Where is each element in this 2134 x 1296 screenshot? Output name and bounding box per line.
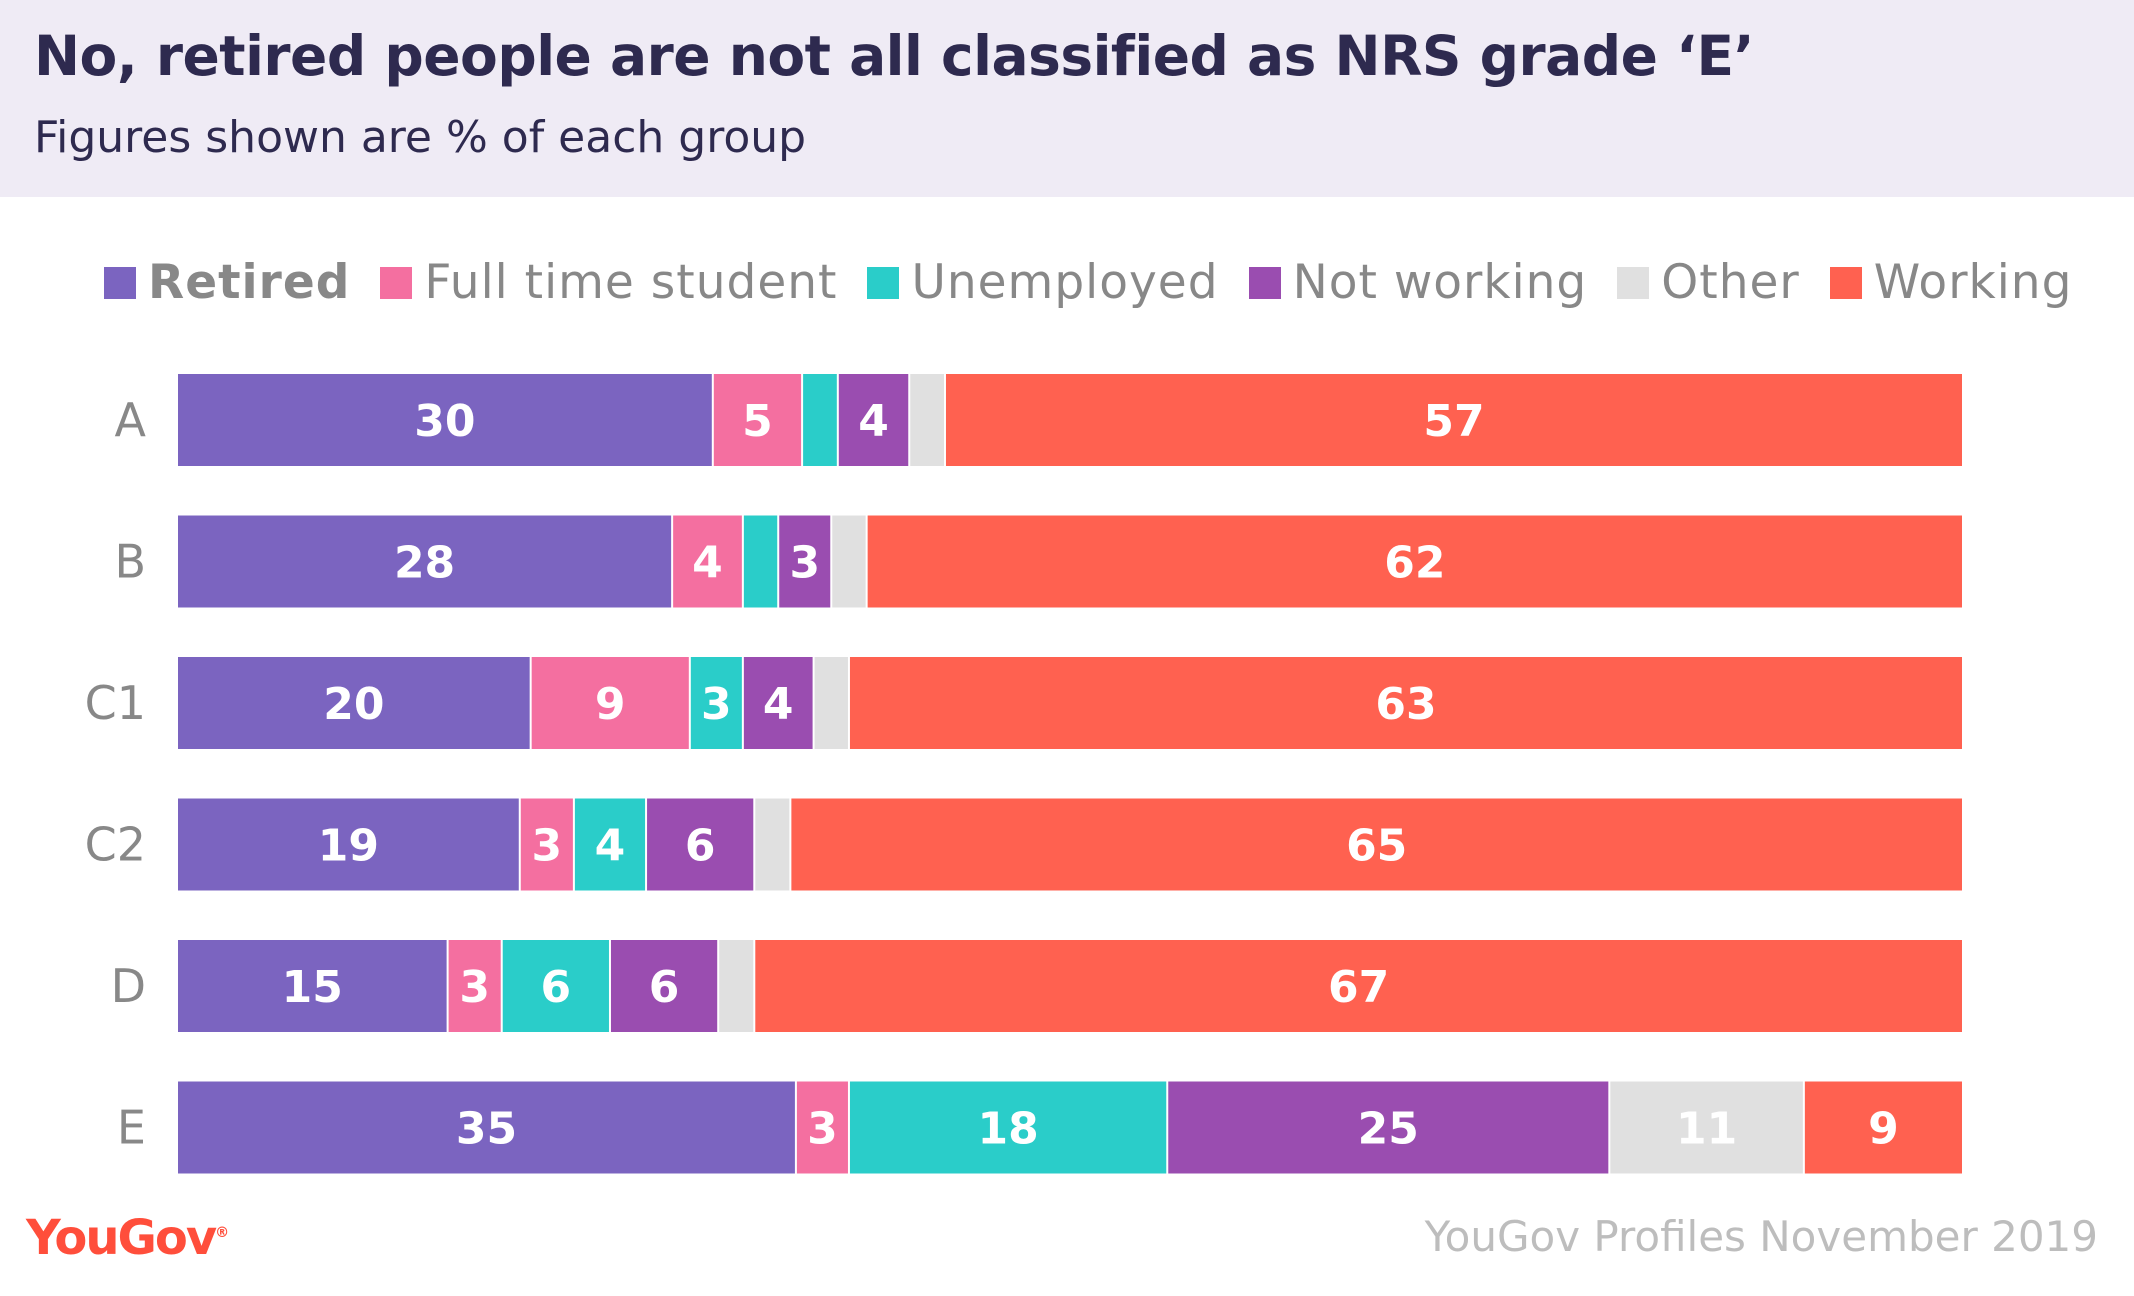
data-label: 9 — [595, 679, 626, 730]
bar-segment — [178, 798, 519, 891]
bar-segment — [178, 1081, 795, 1174]
bar-segment — [1804, 1081, 1962, 1174]
legend-label: Retired — [148, 255, 351, 310]
legend-swatch — [380, 266, 413, 299]
bar-segment — [178, 374, 712, 466]
category-label: C2 — [85, 818, 146, 872]
legend-label: Full time student — [424, 255, 838, 310]
logo-text: YouGov — [26, 1210, 217, 1266]
bar-segment — [814, 657, 848, 749]
data-label: 63 — [1375, 679, 1436, 730]
data-label: 28 — [394, 538, 455, 589]
legend-item: Full time student — [380, 255, 837, 310]
legend-swatch — [104, 266, 136, 299]
bar-segment — [791, 798, 1962, 891]
data-label: 9 — [1868, 1104, 1899, 1155]
legend-swatch — [1829, 266, 1862, 299]
category-label: E — [117, 1101, 146, 1155]
bar-segment — [673, 515, 742, 608]
bar-segment — [803, 374, 837, 466]
bar-segment — [178, 657, 530, 749]
bar-segment — [690, 657, 742, 749]
data-label: 19 — [318, 821, 379, 872]
bar-segment — [610, 940, 718, 1032]
data-label: 30 — [414, 396, 475, 447]
bar-segment — [178, 940, 447, 1032]
bar-segment — [910, 374, 944, 466]
category-label: C1 — [85, 676, 146, 730]
data-label: 3 — [532, 821, 563, 872]
yougov-logo: YouGov® — [26, 1210, 229, 1266]
legend-label: Not working — [1292, 255, 1588, 310]
bar-segment — [849, 1081, 1167, 1174]
bar-segment — [945, 374, 1962, 466]
data-label: 15 — [282, 962, 343, 1013]
legend-item: Retired — [104, 255, 350, 310]
data-label: 6 — [541, 962, 572, 1013]
bar-segment — [647, 798, 754, 891]
bar-segment — [849, 657, 1962, 749]
legend-swatch — [1248, 266, 1281, 299]
data-label: 3 — [459, 962, 490, 1013]
category-label: B — [114, 535, 146, 589]
legend-label: Other — [1661, 255, 1800, 310]
legend-label: Working — [1873, 255, 2073, 310]
legend-label: Unemployed — [911, 255, 1219, 310]
bar-segment — [719, 940, 754, 1032]
bar-segment — [796, 1081, 848, 1174]
legend-item: Unemployed — [867, 255, 1218, 310]
bar-segment — [743, 515, 778, 608]
bar-segment — [832, 515, 866, 608]
legend-item: Other — [1617, 255, 1799, 310]
data-label: 4 — [763, 679, 794, 730]
bar-segment — [448, 940, 501, 1032]
legend: Retired Full time student Unemployed Not wo… — [104, 255, 2102, 310]
bar-segment — [755, 940, 1962, 1032]
data-label: 3 — [807, 1104, 838, 1155]
bar-segment — [574, 798, 646, 891]
data-label: 4 — [692, 538, 723, 589]
data-label: 65 — [1346, 821, 1407, 872]
bar-segment — [755, 798, 790, 891]
data-label: 4 — [595, 821, 626, 872]
bar-segment — [867, 515, 1962, 608]
category-label: D — [111, 959, 146, 1013]
data-label: 3 — [789, 538, 820, 589]
data-label: 67 — [1328, 962, 1389, 1013]
data-label: 4 — [858, 396, 889, 447]
data-label: 35 — [456, 1104, 517, 1155]
data-label: 6 — [649, 962, 680, 1013]
data-label: 18 — [977, 1104, 1038, 1155]
data-label: 3 — [701, 679, 732, 730]
bar-segment — [1168, 1081, 1609, 1174]
bar-segment — [743, 657, 813, 749]
bar-segment — [520, 798, 573, 891]
bar-segment — [531, 657, 689, 749]
data-label: 62 — [1384, 538, 1445, 589]
legend-swatch — [1617, 266, 1650, 299]
data-label: 20 — [323, 679, 384, 730]
data-label: 25 — [1358, 1104, 1419, 1155]
data-label: 11 — [1676, 1104, 1737, 1155]
chart-title: No, retired people are not all classifie… — [34, 24, 1754, 88]
legend-swatch — [867, 266, 900, 299]
legend-item: Working — [1829, 255, 2073, 310]
bar-segment — [779, 515, 831, 608]
bar-segment — [502, 940, 609, 1032]
source-note: YouGov Profiles November 2019 — [1424, 1212, 2098, 1261]
bar-segment — [1610, 1081, 1803, 1174]
data-label: 6 — [685, 821, 716, 872]
data-label: 5 — [742, 396, 773, 447]
legend-item: Not working — [1248, 255, 1588, 310]
bar-segment — [713, 374, 802, 466]
category-label: A — [115, 393, 147, 447]
data-label: 57 — [1423, 396, 1484, 447]
bar-segment — [178, 515, 672, 608]
bar-segment — [838, 374, 909, 466]
header-banner: No, retired people are not all classifie… — [0, 0, 2134, 197]
chart-subtitle: Figures shown are % of each group — [34, 112, 807, 163]
